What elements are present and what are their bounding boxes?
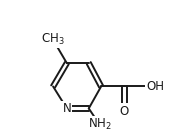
Text: OH: OH — [146, 80, 164, 93]
Text: O: O — [120, 105, 129, 118]
Text: CH3: CH3 — [41, 33, 65, 46]
Text: O: O — [120, 105, 129, 118]
Text: CH$_3$: CH$_3$ — [41, 32, 65, 47]
Text: N: N — [62, 102, 71, 115]
Text: OH: OH — [146, 80, 164, 93]
Text: NH$_2$: NH$_2$ — [88, 117, 112, 132]
Text: NH2: NH2 — [87, 118, 112, 131]
Text: N: N — [62, 102, 71, 115]
